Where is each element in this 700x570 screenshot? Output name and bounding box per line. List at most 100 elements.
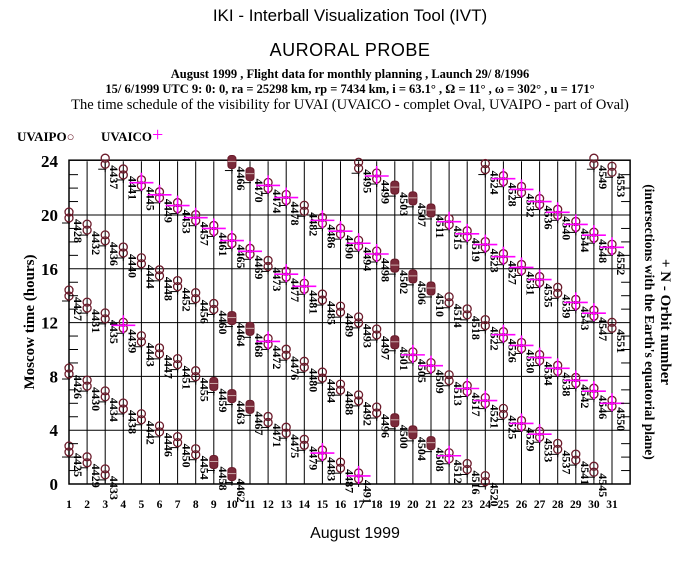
uvaipo-point: 4437	[98, 153, 121, 189]
uvaico-point: 4550	[600, 393, 628, 431]
orbit-number-label: 4521	[487, 405, 501, 429]
uvaipo-point: 4429	[80, 452, 103, 488]
orbit-number-label: 4443	[143, 343, 157, 367]
orbit-number-label: 4453	[180, 210, 194, 234]
uvaipo-point: 4476	[279, 344, 302, 380]
orbit-number-label: 4538	[560, 372, 574, 396]
circle-marker	[154, 427, 165, 437]
orbit-number-label: 4482	[306, 212, 320, 236]
uvaipo-point: 4497	[369, 324, 393, 360]
uvaico-point: 4547	[581, 303, 610, 341]
axis-ticks: 1 2 3 4 5 6 7 8 9 10 11 12 13 14 15 16 17 18 19 20 21 22 23 24 2…	[41, 152, 631, 511]
circle-marker	[100, 314, 110, 324]
circle-marker	[82, 297, 92, 307]
circle-marker	[136, 259, 147, 269]
x-tick-label: 21	[425, 499, 437, 511]
circle-marker	[444, 370, 454, 380]
x-tick-label: 6	[157, 499, 163, 511]
circle-marker	[191, 444, 201, 454]
circle-marker	[299, 200, 309, 210]
circle-marker	[372, 324, 382, 334]
uvaipo-point: 4492	[351, 390, 375, 426]
circle-marker	[209, 298, 219, 309]
uvaipo-point: 4507	[405, 191, 429, 227]
orbit-number-label: 4496	[379, 414, 393, 438]
y-axis-label: Moscow time (hours)	[22, 255, 38, 390]
uvaico-point: 4536	[527, 191, 556, 230]
uvaico-point: 4483	[310, 443, 338, 481]
circle-marker	[299, 362, 309, 372]
orbit-number-label: 4492	[361, 402, 375, 426]
uvaico-point: 4521	[473, 390, 501, 429]
circle-marker	[154, 421, 165, 431]
uvaico-point: 4477	[274, 264, 302, 302]
legend-uvaico-label: UVAICO	[100, 129, 153, 144]
uvaipo-point: 4551	[605, 317, 628, 353]
orbit-number-label: 4434	[107, 398, 121, 422]
orbit-number-label: 4533	[542, 438, 556, 462]
orbit-number-label: 4440	[125, 254, 139, 278]
circle-marker	[444, 292, 454, 302]
orbit-number-label: 4426	[71, 375, 85, 399]
orbit-number-label: 4491	[361, 480, 375, 504]
circle-marker	[335, 301, 346, 311]
circle-marker	[589, 467, 599, 477]
circle-marker	[136, 331, 147, 341]
orbit-number-label: 4514	[451, 304, 465, 328]
orbit-number-label: 4459	[216, 388, 230, 412]
y-tick-label: 20	[41, 206, 58, 225]
orbit-number-label: 4477	[288, 278, 302, 302]
orbit-number-label: 4511	[433, 215, 447, 238]
orbit-number-label: 4509	[433, 370, 447, 394]
uvaipo-point: 4466	[224, 155, 248, 191]
orbit-number-label: 4438	[125, 410, 139, 434]
circle-marker	[154, 343, 165, 353]
orbit-number-label: 4500	[397, 425, 411, 449]
circle-marker	[353, 312, 364, 322]
x-tick-label: 2	[84, 499, 90, 511]
orbit-number-label: 4546	[596, 395, 610, 419]
uvaipo-point: 4456	[188, 288, 212, 324]
y-tick-label: 8	[50, 367, 59, 386]
orbit-number-label: 4456	[198, 300, 212, 324]
x-tick-label: 3	[102, 499, 108, 511]
x-tick-label: 31	[606, 499, 618, 511]
circle-marker	[553, 444, 563, 454]
orbit-number-label: 4451	[180, 366, 194, 390]
circle-marker	[118, 404, 128, 414]
y-tick-label: 0	[50, 475, 59, 494]
orbit-number-label: 4540	[560, 216, 574, 240]
orbit-number-label: 4448	[162, 277, 176, 301]
x-tick-label: 15	[317, 499, 329, 511]
circle-marker	[571, 455, 581, 465]
uvaipo-point: 4427	[62, 285, 85, 321]
uvaico-point: 4445	[129, 172, 157, 211]
circle-marker	[589, 153, 599, 163]
x-tick-label: 26	[516, 499, 528, 511]
y-tick-label: 24	[41, 152, 59, 171]
circle-marker	[353, 396, 364, 406]
uvaipo-point: 4489	[333, 301, 357, 337]
orbit-number-label: 4497	[379, 336, 393, 360]
circle-marker	[317, 295, 328, 305]
uvaipo-point: 4539	[550, 282, 574, 318]
uvaipo-point: 4448	[152, 265, 176, 301]
uvaipo-point: 4434	[98, 386, 121, 422]
uvaipo-point: 4458	[206, 454, 230, 490]
circle-marker	[372, 330, 382, 340]
orbit-number-label: 4550	[614, 407, 628, 431]
orbit-number-label: 4537	[560, 450, 574, 474]
circle-marker	[100, 153, 110, 163]
orbit-number-label: 4430	[89, 387, 103, 411]
x-tick-label: 5	[139, 499, 145, 511]
circle-marker	[100, 308, 110, 318]
x-tick-label: 13	[280, 499, 292, 511]
circle-marker-icon: ○	[66, 129, 75, 144]
uvaipo-point: 4511	[424, 203, 447, 238]
x-tick-label: 22	[443, 499, 455, 511]
orbit-number-label: 4437	[107, 165, 121, 189]
circle-marker	[317, 289, 328, 299]
circle-marker	[462, 464, 472, 475]
x-tick-label: 28	[552, 499, 564, 511]
